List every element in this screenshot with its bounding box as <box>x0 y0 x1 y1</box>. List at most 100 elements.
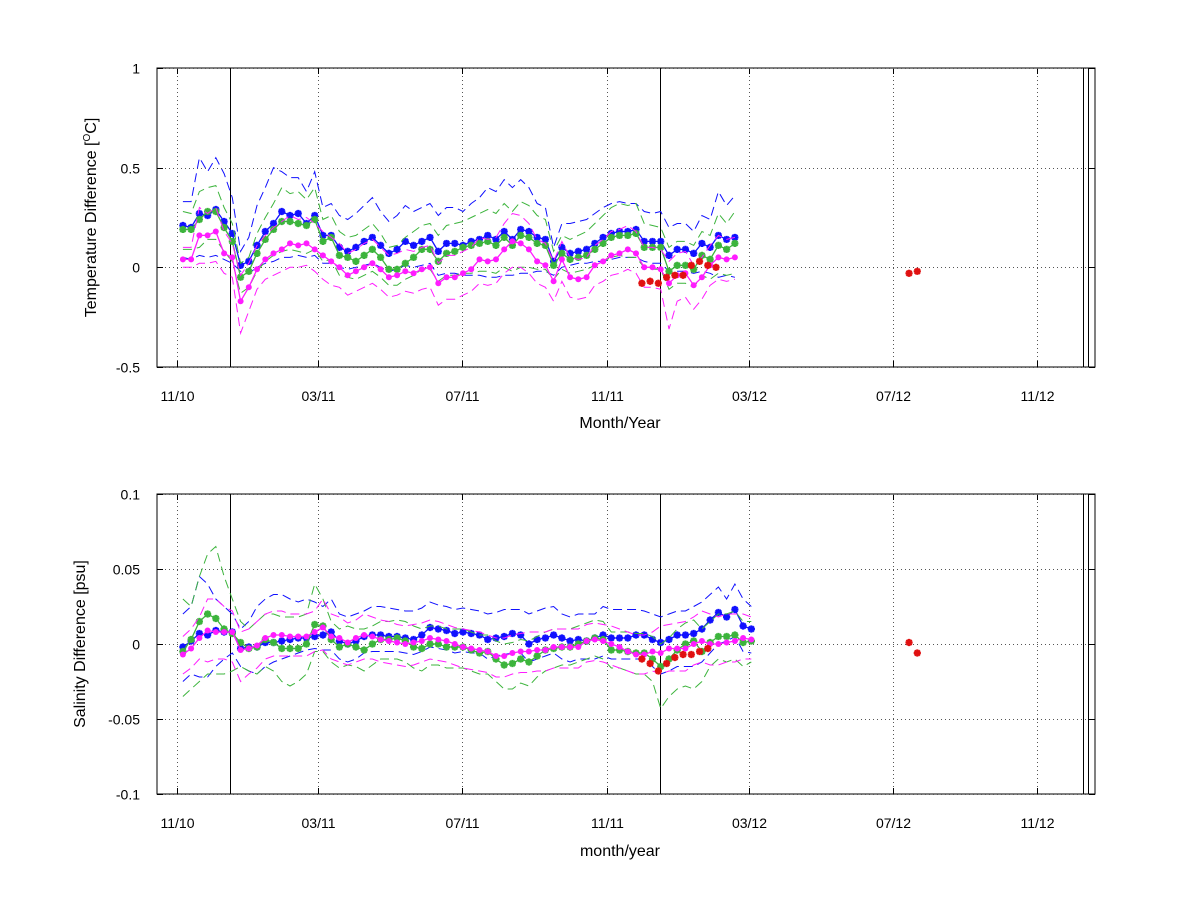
data-point <box>542 262 549 269</box>
data-point <box>187 635 195 644</box>
data-point <box>442 239 451 248</box>
data-point <box>566 249 574 257</box>
chart-panel-1: 11/10 03/11 07/11 11/11 03/12 07/12 11/12 -0.5 0… <box>82 61 1096 432</box>
data-point <box>654 667 662 675</box>
data-point <box>704 261 712 269</box>
data-point <box>517 231 525 240</box>
data-point <box>352 635 359 641</box>
data-point <box>245 284 252 291</box>
data-point <box>443 638 450 644</box>
y-tick-label: 0 <box>132 260 140 276</box>
data-point <box>723 639 730 646</box>
y-axis-label-degree: O <box>82 133 93 141</box>
data-point <box>533 233 541 242</box>
data-point <box>624 634 632 642</box>
data-point <box>608 252 615 259</box>
y-tick-label: -0.05 <box>108 712 140 728</box>
data-point <box>319 252 326 259</box>
data-point <box>270 250 277 257</box>
data-point <box>401 637 409 645</box>
data-point <box>687 650 695 659</box>
data-point <box>550 631 558 639</box>
data-point <box>679 650 687 659</box>
data-point <box>624 227 632 236</box>
data-point <box>681 261 690 269</box>
data-point <box>261 235 269 244</box>
x-tick-label: 07/12 <box>876 815 911 831</box>
data-point <box>303 633 310 640</box>
data-point <box>360 237 368 246</box>
data-point <box>295 242 302 249</box>
data-point <box>393 245 401 253</box>
data-point <box>410 270 417 277</box>
data-point <box>714 241 722 250</box>
data-point <box>905 638 913 647</box>
data-point <box>666 280 672 287</box>
data-point <box>278 632 285 638</box>
data-point <box>484 635 492 644</box>
data-point <box>335 643 344 651</box>
data-point <box>377 631 385 639</box>
data-point <box>393 634 401 642</box>
data-point <box>294 644 302 653</box>
x-tick-label: 11/12 <box>1021 388 1055 404</box>
chart-panel-2: 11/10 03/11 07/11 11/11 03/12 07/12 11/12 -0.1 -… <box>72 487 1096 860</box>
data-point <box>475 235 484 244</box>
data-point <box>508 241 517 250</box>
data-point <box>681 640 690 648</box>
y-tick-label: 0.5 <box>121 161 141 177</box>
data-point <box>269 638 278 647</box>
data-point <box>179 643 187 651</box>
data-point <box>245 257 253 265</box>
data-point <box>410 639 417 646</box>
data-point <box>179 647 187 656</box>
x-tick-label: 11/10 <box>161 815 195 831</box>
data-point <box>476 647 483 653</box>
data-point <box>671 271 679 279</box>
data-point <box>360 646 368 654</box>
data-point <box>294 209 302 218</box>
data-point <box>525 640 533 648</box>
data-point <box>648 237 657 246</box>
data-point <box>723 613 731 621</box>
data-point <box>715 641 722 647</box>
y-tick-label: 1 <box>132 61 140 77</box>
data-point <box>550 278 557 285</box>
data-point <box>508 659 517 668</box>
data-point <box>426 640 434 648</box>
data-point <box>582 251 591 259</box>
data-point <box>492 241 500 250</box>
data-point <box>394 272 401 279</box>
data-point <box>723 245 731 253</box>
data-point <box>369 633 376 640</box>
data-point <box>360 251 368 259</box>
x-tick-label: 07/11 <box>446 815 480 831</box>
data-point <box>451 239 459 248</box>
data-point <box>393 265 401 273</box>
data-point <box>204 627 211 634</box>
data-point <box>204 207 212 216</box>
data-point <box>566 255 574 263</box>
data-point <box>657 650 664 656</box>
data-point <box>344 272 351 279</box>
data-point <box>525 658 533 666</box>
data-point <box>723 256 730 263</box>
data-point <box>558 644 565 650</box>
data-point <box>475 239 484 248</box>
data-point <box>287 240 293 247</box>
data-point <box>501 653 508 659</box>
data-point <box>270 632 277 638</box>
data-point <box>295 633 302 640</box>
data-point <box>698 625 706 633</box>
data-point <box>638 655 646 663</box>
data-point <box>352 643 360 651</box>
data-point <box>335 243 344 251</box>
data-point <box>747 625 755 633</box>
data-point <box>698 274 705 281</box>
data-point <box>632 229 640 238</box>
data-point <box>599 631 607 639</box>
data-point <box>663 659 671 668</box>
data-point <box>368 233 376 242</box>
x-tick-label: 03/11 <box>302 815 336 831</box>
series-upper-bound-line <box>182 575 752 630</box>
